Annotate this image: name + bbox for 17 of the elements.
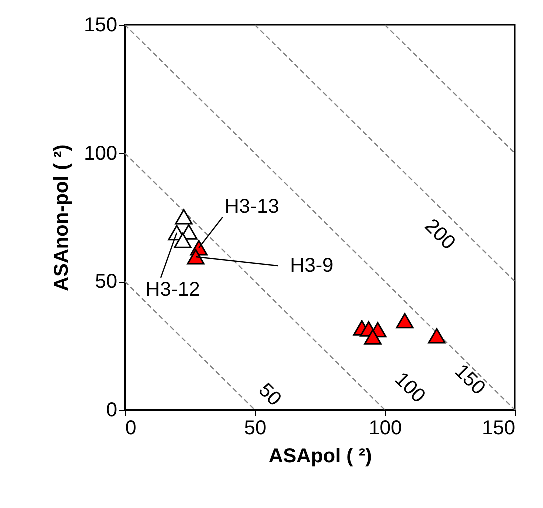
annotation: H3-12: [146, 278, 200, 301]
x-tick-label: 150: [482, 418, 516, 440]
x-tick-label: 50: [244, 418, 267, 440]
y-tick-label: 150: [84, 14, 118, 36]
y-tick-label: 50: [95, 271, 118, 294]
x-axis-title: ASApol ( ²): [268, 446, 372, 468]
y-tick-label: 100: [84, 142, 118, 165]
text: 50: [254, 379, 286, 411]
x-tick-label: 100: [368, 418, 402, 440]
annotation: H3-13: [224, 196, 280, 218]
text: 200: [420, 215, 460, 254]
y-tick-label: 0: [106, 400, 118, 422]
text: 100: [390, 368, 430, 408]
text: 150: [450, 360, 490, 400]
annotation: H3-9: [290, 255, 334, 278]
y-axis-title: ASAnon-pol ( ²): [51, 144, 74, 292]
x-tick-label: 0: [126, 418, 137, 440]
